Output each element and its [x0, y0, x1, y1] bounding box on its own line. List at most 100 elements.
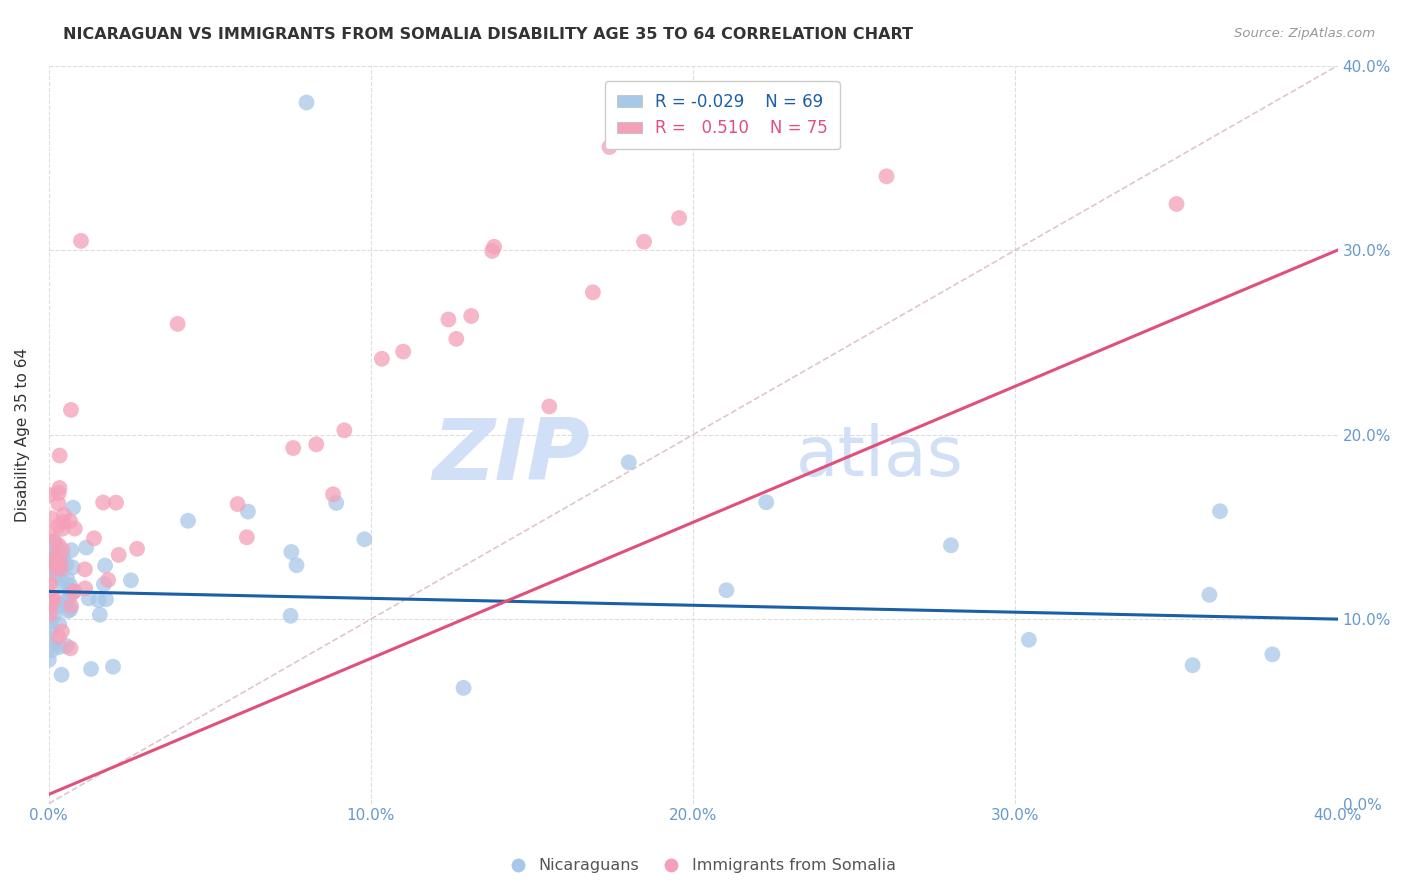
Point: [482, 240, 505, 254]
Point: [598, 140, 620, 154]
Point: [73, 562, 96, 576]
Point: [48, 449, 70, 463]
Point: [46, 560, 69, 574]
Point: [285, 558, 308, 573]
Point: [39, 600, 62, 615]
Point: [724, 130, 747, 145]
Point: [51, 667, 73, 681]
Text: atlas: atlas: [796, 423, 965, 491]
Point: [295, 95, 318, 110]
Legend: Nicaraguans, Immigrants from Somalia: Nicaraguans, Immigrants from Somalia: [503, 852, 903, 880]
Point: [48, 497, 70, 511]
Point: [89, 607, 111, 622]
Point: [63, 522, 86, 536]
Point: [91, 495, 114, 509]
Point: [716, 583, 738, 598]
Point: [63, 584, 86, 599]
Point: [453, 681, 475, 695]
Point: [60, 599, 83, 613]
Point: [48, 617, 70, 632]
Point: [93, 577, 115, 591]
Point: [59, 578, 82, 592]
Point: [60, 543, 83, 558]
Point: [177, 514, 200, 528]
Point: [39, 526, 62, 541]
Point: [83, 531, 105, 545]
Point: [676, 120, 699, 134]
Point: [876, 169, 898, 184]
Point: [75, 541, 97, 555]
Point: [1209, 504, 1232, 518]
Point: [325, 496, 347, 510]
Point: [166, 317, 188, 331]
Point: [38, 623, 60, 637]
Point: [668, 211, 690, 225]
Point: [49, 555, 72, 569]
Point: [52, 580, 75, 594]
Point: [41, 643, 63, 657]
Point: [51, 522, 73, 536]
Point: [38, 631, 60, 645]
Point: [46, 569, 69, 583]
Point: [45, 565, 67, 579]
Point: [280, 608, 302, 623]
Point: [58, 604, 80, 618]
Point: [70, 234, 93, 248]
Point: [41, 595, 63, 609]
Point: [48, 518, 70, 533]
Point: [353, 533, 375, 547]
Point: [538, 400, 561, 414]
Point: [44, 555, 66, 569]
Point: [75, 582, 97, 596]
Point: [236, 505, 259, 519]
Point: [59, 514, 82, 528]
Point: [617, 455, 640, 469]
Point: [77, 591, 100, 606]
Point: [62, 500, 84, 515]
Point: [59, 582, 82, 597]
Point: [107, 548, 129, 562]
Point: [38, 562, 60, 576]
Point: [38, 555, 60, 569]
Point: [51, 572, 73, 586]
Point: [48, 486, 70, 500]
Point: [120, 574, 142, 588]
Point: [48, 481, 70, 495]
Point: [62, 585, 84, 599]
Point: [1261, 648, 1284, 662]
Point: [39, 607, 62, 622]
Point: [52, 551, 75, 566]
Point: [48, 640, 70, 654]
Point: [125, 541, 148, 556]
Point: [94, 592, 117, 607]
Point: [42, 591, 65, 606]
Point: [94, 558, 117, 573]
Point: [51, 624, 73, 639]
Point: [80, 662, 103, 676]
Point: [280, 545, 302, 559]
Text: ZIP: ZIP: [433, 416, 591, 499]
Point: [1018, 632, 1040, 647]
Point: [392, 344, 415, 359]
Point: [322, 487, 344, 501]
Point: [39, 593, 62, 607]
Point: [53, 595, 76, 609]
Point: [59, 590, 82, 604]
Point: [42, 545, 65, 559]
Y-axis label: Disability Age 35 to 64: Disability Age 35 to 64: [15, 348, 30, 522]
Point: [633, 235, 655, 249]
Point: [105, 496, 128, 510]
Point: [1181, 658, 1204, 673]
Point: [97, 573, 120, 587]
Point: [658, 132, 681, 146]
Point: [52, 515, 75, 529]
Point: [42, 608, 65, 623]
Point: [582, 285, 605, 300]
Text: Source: ZipAtlas.com: Source: ZipAtlas.com: [1234, 27, 1375, 40]
Point: [45, 560, 67, 574]
Text: NICARAGUAN VS IMMIGRANTS FROM SOMALIA DISABILITY AGE 35 TO 64 CORRELATION CHART: NICARAGUAN VS IMMIGRANTS FROM SOMALIA DI…: [63, 27, 914, 42]
Point: [333, 423, 356, 437]
Point: [46, 552, 69, 566]
Point: [55, 639, 77, 653]
Point: [446, 332, 468, 346]
